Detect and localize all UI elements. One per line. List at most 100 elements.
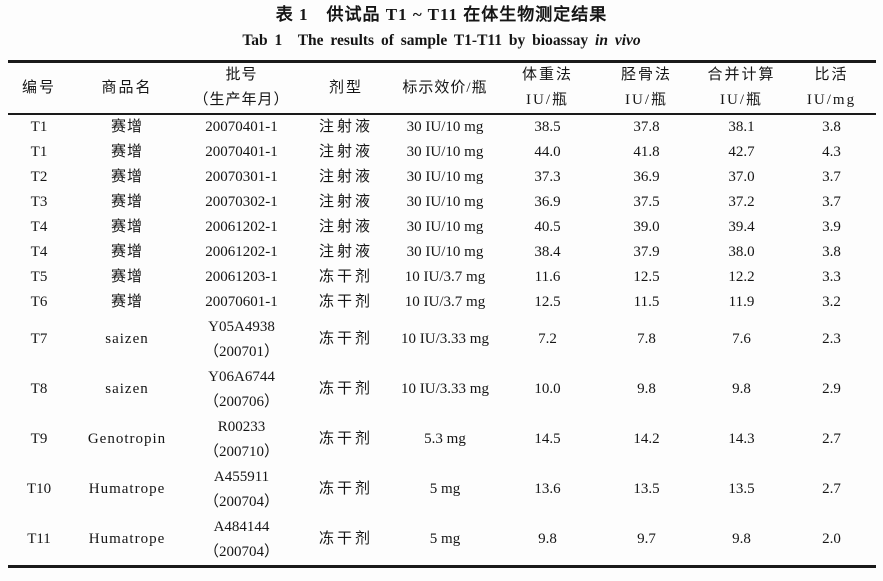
cell-dosage-form: 冻干剂 <box>318 293 373 310</box>
cell-batch-number: A484144 （200704） <box>184 515 300 567</box>
cell-batch-line1: Y06A6744 <box>208 369 275 385</box>
cell-tibia-method-value: 14.2 <box>633 431 660 448</box>
cell-sample-id: T11 <box>27 531 51 548</box>
cell-combined-value: 11.9 <box>728 293 755 310</box>
table-row: T1 赛增 20070401-1 注射液 30 IU/10 mg 44.0 41… <box>8 140 876 165</box>
header-row: 编号 商品名 批号 （生产年月） 剂型 标示效价/瓶 体重法 IU/瓶 <box>7 61 876 115</box>
cell-specific-activity-value: 2.3 <box>822 331 841 348</box>
cell-tibia-method-value: 36.9 <box>633 168 660 185</box>
col-header-specific-line1: 比活 <box>814 67 849 83</box>
cell-bodyweight-method-value: 9.8 <box>538 531 557 548</box>
cell-dosage-form: 冻干剂 <box>318 481 373 498</box>
table-row: T10 Humatrope A455911 （200704） 冻干剂 5 mg … <box>8 465 876 515</box>
cell-sample-id: T2 <box>30 168 48 185</box>
cell-batch-number: 20061202-1 <box>184 240 300 265</box>
cell-specific-activity-value: 3.7 <box>822 193 841 210</box>
cell-dosage-form: 注射液 <box>318 218 373 235</box>
cell-product-name: 赛增 <box>110 168 143 185</box>
cell-product-name: 赛增 <box>110 143 143 160</box>
col-header-id: 编号 <box>7 61 71 115</box>
table-row: T7 saizen Y05A4938 （200701） 冻干剂 10 IU/3.… <box>8 315 876 365</box>
cell-tibia-method-value: 12.5 <box>633 268 660 285</box>
cell-product-name: saizen <box>105 381 149 398</box>
cell-product-name: 赛增 <box>110 293 143 310</box>
cell-labeled-potency: 30 IU/10 mg <box>406 243 484 260</box>
cell-specific-activity-value: 3.2 <box>822 293 841 310</box>
col-header-potency-label: 标示效价/瓶 <box>402 79 488 96</box>
cell-specific-activity-value: 2.7 <box>822 431 841 448</box>
cell-batch-line1: Y05A4938 <box>208 319 275 335</box>
cell-product-name: 赛增 <box>110 118 143 135</box>
cell-bodyweight-method-value: 11.6 <box>534 268 561 285</box>
cell-tibia-method-value: 7.8 <box>637 331 656 348</box>
col-header-batch-line2: （生产年月） <box>193 92 290 108</box>
cell-tibia-method-value: 37.8 <box>633 118 660 135</box>
cell-tibia-method-value: 37.5 <box>633 193 660 210</box>
col-header-form: 剂型 <box>299 61 393 115</box>
cell-specific-activity-value: 3.8 <box>822 243 841 260</box>
cell-labeled-potency: 5.3 mg <box>424 431 466 448</box>
cell-batch-line2: （200701） <box>203 344 279 360</box>
cell-batch-number: Y05A4938 （200701） <box>184 315 300 365</box>
cell-labeled-potency: 30 IU/10 mg <box>406 118 484 135</box>
col-header-product: 商品名 <box>70 61 184 115</box>
cell-combined-value: 38.0 <box>728 243 755 260</box>
cell-labeled-potency: 10 IU/3.7 mg <box>404 293 486 310</box>
col-header-product-label: 商品名 <box>101 79 153 96</box>
col-header-bodyweight-line1: 体重法 <box>521 67 573 83</box>
col-header-specific-activity: 比活 IU/mg <box>787 61 876 115</box>
cell-tibia-method-value: 41.8 <box>633 143 660 160</box>
cell-sample-id: T8 <box>30 381 48 398</box>
cell-product-name: saizen <box>105 331 149 348</box>
cell-batch-line1: 20061202-1 <box>205 219 278 235</box>
cell-batch-line1: 20070601-1 <box>205 294 278 310</box>
cell-product-name: Humatrope <box>88 531 166 548</box>
cell-batch-number: 20070601-1 <box>184 290 300 315</box>
cell-batch-number: 20070401-1 <box>184 140 300 165</box>
cell-combined-value: 9.8 <box>732 531 751 548</box>
cell-labeled-potency: 30 IU/10 mg <box>406 193 484 210</box>
col-header-batch-line1: 批号 <box>225 67 258 83</box>
cell-labeled-potency: 5 mg <box>429 481 461 498</box>
cell-bodyweight-method-value: 40.5 <box>534 218 561 235</box>
col-header-combined-line2: IU/瓶 <box>720 92 763 108</box>
cell-specific-activity-value: 3.7 <box>822 168 841 185</box>
cell-dosage-form: 冻干剂 <box>318 381 373 398</box>
cell-sample-id: T4 <box>30 243 48 260</box>
table-row: T4 赛增 20061202-1 注射液 30 IU/10 mg 40.5 39… <box>8 215 876 240</box>
cell-bodyweight-method-value: 13.6 <box>534 481 561 498</box>
cell-tibia-method-value: 39.0 <box>633 218 660 235</box>
cell-bodyweight-method-value: 10.0 <box>534 381 561 398</box>
cell-bodyweight-method-value: 44.0 <box>534 143 561 160</box>
cell-sample-id: T9 <box>30 431 48 448</box>
table-row: T2 赛增 20070301-1 注射液 30 IU/10 mg 37.3 36… <box>8 165 876 190</box>
cell-batch-line1: 20061202-1 <box>205 244 278 260</box>
cell-batch-number: 20070301-1 <box>184 165 300 190</box>
cell-bodyweight-method-value: 12.5 <box>534 293 561 310</box>
col-header-batch: 批号 （生产年月） <box>183 61 300 115</box>
cell-sample-id: T1 <box>30 118 48 135</box>
cell-product-name: Humatrope <box>88 481 166 498</box>
cell-combined-value: 7.6 <box>732 331 751 348</box>
table-row: T9 Genotropin R00233 （200710） 冻干剂 5.3 mg… <box>8 415 876 465</box>
cell-bodyweight-method-value: 36.9 <box>534 193 561 210</box>
cell-dosage-form: 注射液 <box>318 118 373 135</box>
table-row: T6 赛增 20070601-1 冻干剂 10 IU/3.7 mg 12.5 1… <box>8 290 876 315</box>
cell-batch-number: 20061202-1 <box>184 215 300 240</box>
cell-product-name: 赛增 <box>110 243 143 260</box>
cell-specific-activity-value: 3.9 <box>822 218 841 235</box>
cell-bodyweight-method-value: 14.5 <box>534 431 561 448</box>
cell-dosage-form: 冻干剂 <box>318 331 373 348</box>
cell-specific-activity-value: 2.9 <box>822 381 841 398</box>
col-header-bodyweight: 体重法 IU/瓶 <box>497 61 598 115</box>
cell-batch-number: A455911 （200704） <box>184 465 300 515</box>
cell-batch-line1: R00233 <box>217 419 266 435</box>
cell-sample-id: T7 <box>30 331 48 348</box>
cell-batch-number: 20061203-1 <box>184 265 300 290</box>
col-header-specific-line2: IU/mg <box>806 92 857 108</box>
cell-tibia-method-value: 13.5 <box>633 481 660 498</box>
cell-batch-number: 20070401-1 <box>184 114 300 140</box>
cell-bodyweight-method-value: 38.4 <box>534 243 561 260</box>
cell-combined-value: 37.2 <box>728 193 755 210</box>
cell-combined-value: 38.1 <box>728 118 755 135</box>
